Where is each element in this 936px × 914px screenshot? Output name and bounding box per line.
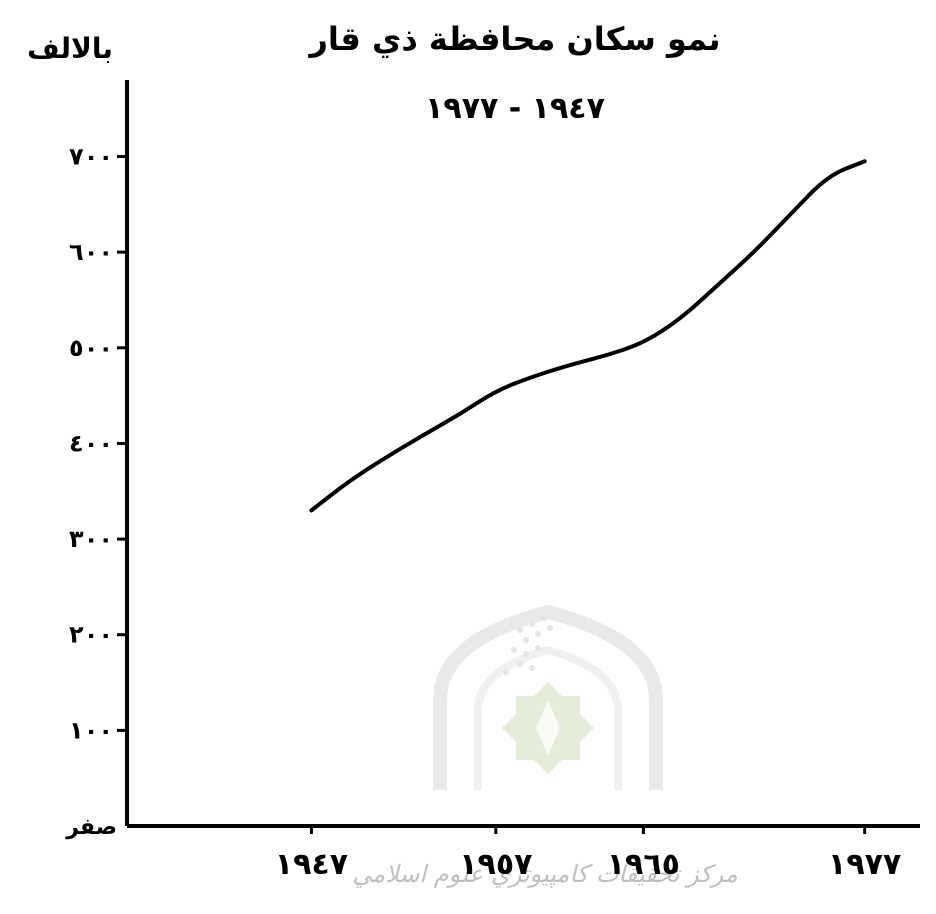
- y-tick-label: ٢٠٠: [69, 621, 113, 649]
- watermark-logo-icon: [433, 604, 663, 790]
- y-tick-label: ٤٠٠: [69, 429, 113, 457]
- chart-title: نمو سكان محافظة ذي قار: [307, 20, 720, 58]
- y-axis-label: بالالف: [27, 32, 113, 65]
- y-tick-label: ٧٠٠: [69, 143, 113, 171]
- watermark-text: مركز تحقيقات كامپيوتري علوم اسلامي: [352, 860, 738, 888]
- y-tick-label: ٥٠٠: [69, 334, 113, 362]
- y-tick-label: ٣٠٠: [69, 525, 113, 553]
- x-tick-label: ١٩٦٥: [607, 847, 680, 882]
- y-tick-label: ١٠٠: [69, 716, 113, 744]
- y-tick-label: ٦٠٠: [69, 238, 113, 266]
- x-tick-label: ١٩٥٧: [459, 847, 532, 882]
- x-tick-label: ١٩٤٧: [275, 847, 348, 882]
- series-layer: [309, 159, 867, 513]
- x-axis-ticks: ١٩٤٧ ١٩٥٧ ١٩٦٥ ١٩٧٧: [275, 826, 901, 882]
- x-tick-label: ١٩٧٧: [828, 847, 901, 882]
- y-tick-label-zero: صفر: [65, 815, 117, 840]
- population-series-line: [309, 159, 867, 513]
- chart-subtitle: ١٩٤٧ - ١٩٧٧: [425, 91, 605, 126]
- y-axis-ticks: ١٠٠ ٢٠٠ ٣٠٠ ٤٠٠ ٥٠٠ ٦٠٠ ٧٠٠: [69, 143, 127, 744]
